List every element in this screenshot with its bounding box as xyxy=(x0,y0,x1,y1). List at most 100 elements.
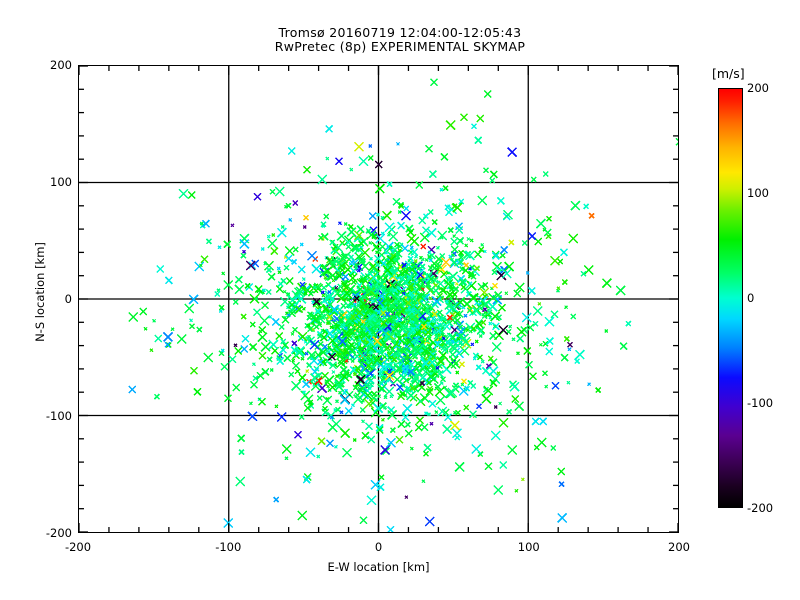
scatter-marker xyxy=(321,263,328,270)
scatter-marker xyxy=(371,233,378,240)
scatter-marker xyxy=(327,422,338,433)
scatter-marker xyxy=(493,484,504,495)
scatter-marker xyxy=(354,262,359,267)
scatter-marker xyxy=(370,479,381,490)
scatter-marker xyxy=(259,315,270,326)
scatter-marker xyxy=(444,208,453,217)
scatter-marker xyxy=(333,242,344,253)
scatter-marker xyxy=(322,343,329,350)
scatter-marker xyxy=(354,392,365,403)
scatter-marker xyxy=(566,380,571,385)
scatter-marker xyxy=(521,312,532,323)
scatter-marker xyxy=(388,302,395,309)
scatter-marker xyxy=(464,250,475,261)
scatter-marker xyxy=(261,367,270,376)
scatter-marker xyxy=(152,318,157,323)
scatter-marker xyxy=(189,323,196,330)
scatter-marker xyxy=(335,374,340,379)
scatter-marker xyxy=(463,250,472,259)
scatter-marker xyxy=(410,248,419,257)
colorbar-tick-label: -200 xyxy=(747,501,774,515)
scatter-marker xyxy=(326,273,333,280)
scatter-marker xyxy=(500,245,509,254)
scatter-marker xyxy=(419,393,430,404)
scatter-marker xyxy=(435,369,444,378)
scatter-marker xyxy=(292,361,301,370)
scatter-marker xyxy=(399,390,406,397)
scatter-marker xyxy=(470,325,477,332)
scatter-marker xyxy=(341,328,352,339)
scatter-marker xyxy=(421,359,430,368)
scatter-marker xyxy=(334,381,345,392)
scatter-marker xyxy=(303,403,312,412)
scatter-marker xyxy=(280,296,291,307)
scatter-marker xyxy=(475,320,484,329)
scatter-marker xyxy=(187,190,196,199)
scatter-marker xyxy=(320,284,327,291)
scatter-marker xyxy=(587,382,592,387)
scatter-marker xyxy=(320,221,327,228)
scatter-marker xyxy=(339,394,350,405)
scatter-marker xyxy=(345,350,350,355)
scatter-marker xyxy=(544,316,555,327)
scatter-marker xyxy=(483,167,490,174)
scatter-marker xyxy=(285,277,294,286)
scatter-marker xyxy=(464,243,469,248)
scatter-marker xyxy=(340,428,351,439)
scatter-marker xyxy=(329,415,334,420)
scatter-marker xyxy=(273,496,280,503)
scatter-marker xyxy=(248,401,253,406)
scatter-marker xyxy=(452,428,463,439)
scatter-marker xyxy=(426,388,431,393)
scatter-marker xyxy=(516,351,521,356)
scatter-marker xyxy=(322,405,329,412)
scatter-marker xyxy=(281,315,290,324)
scatter-marker xyxy=(531,417,540,426)
scatter-marker xyxy=(327,335,338,346)
scatter-marker xyxy=(498,417,509,428)
scatter-marker xyxy=(340,282,351,293)
scatter-marker xyxy=(288,300,297,309)
scatter-marker xyxy=(276,411,287,423)
plot-area[interactable] xyxy=(78,65,679,533)
scatter-marker xyxy=(271,317,280,326)
scatter-marker xyxy=(367,381,374,388)
colorbar-tick-label: 200 xyxy=(747,81,769,95)
scatter-marker xyxy=(387,355,392,360)
scatter-marker xyxy=(574,349,585,360)
scatter-marker xyxy=(415,180,424,189)
colorbar-gradient xyxy=(718,88,743,508)
scatter-marker xyxy=(442,322,451,331)
scatter-marker xyxy=(420,423,429,432)
scatter-marker xyxy=(404,386,411,393)
scatter-marker xyxy=(404,260,413,269)
scatter-marker xyxy=(254,285,263,294)
scatter-marker xyxy=(383,395,388,400)
scatter-marker xyxy=(286,313,291,318)
scatter-marker xyxy=(397,302,406,311)
scatter-marker xyxy=(260,247,265,251)
scatter-marker xyxy=(401,413,410,422)
scatter-marker xyxy=(442,185,449,192)
scatter-marker xyxy=(340,253,347,260)
scatter-marker xyxy=(291,358,296,363)
scatter-marker xyxy=(336,357,347,368)
scatter-marker xyxy=(340,302,347,309)
scatter-marker xyxy=(520,477,525,482)
scatter-marker xyxy=(302,225,307,229)
scatter-marker xyxy=(393,293,404,304)
scatter-marker xyxy=(239,238,250,250)
scatter-marker xyxy=(301,306,306,311)
scatter-marker xyxy=(260,341,271,352)
scatter-marker xyxy=(436,292,443,299)
scatter-marker xyxy=(483,249,487,254)
scatter-marker xyxy=(342,290,351,299)
scatter-marker xyxy=(164,276,173,285)
scatter-marker xyxy=(216,288,221,293)
scatter-marker xyxy=(380,444,391,455)
scatter-marker xyxy=(550,444,557,451)
scatter-marker xyxy=(491,282,499,289)
scatter-marker xyxy=(349,323,360,334)
scatter-marker xyxy=(421,226,430,235)
scatter-marker xyxy=(424,516,435,527)
